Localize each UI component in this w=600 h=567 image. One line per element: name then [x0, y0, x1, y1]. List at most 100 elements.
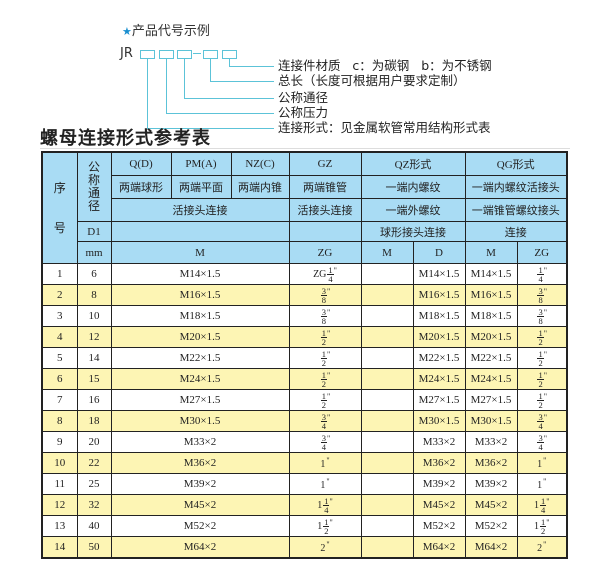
header-desc: 两端锥管	[288, 175, 362, 199]
product-code-example-title: ★产品代号示例	[122, 20, 210, 39]
cell-m: M36×2	[110, 452, 290, 474]
cell-m: M64×2	[110, 536, 290, 559]
example-title-text: 产品代号示例	[131, 24, 210, 39]
leader-line	[184, 59, 185, 98]
fraction-whole: 1	[317, 499, 323, 511]
fraction-whole: 1	[533, 499, 539, 511]
cell-qg-m: M64×2	[464, 536, 518, 559]
header-empty	[110, 221, 290, 242]
cell-qg-m: M36×2	[464, 452, 518, 474]
cell-qg-m: M16×1.5	[464, 284, 518, 306]
leader-line	[184, 98, 274, 99]
fraction-whole: ZG	[313, 268, 327, 280]
cell-m: M52×2	[110, 515, 290, 537]
cell-d1: 50	[76, 536, 112, 559]
cell-seq: 3	[41, 305, 78, 327]
label-diameter: 公称通径	[278, 90, 329, 105]
cell-m: M18×1.5	[110, 305, 290, 327]
cell-d1: 8	[76, 284, 112, 306]
cell-m: M24×1.5	[110, 368, 290, 390]
header-sub: M	[464, 241, 518, 264]
cell-qg-m: M22×1.5	[464, 347, 518, 369]
cell-qg-zg: 1 1 2 "	[516, 515, 568, 537]
cell-zg: 3 4 "	[288, 410, 362, 432]
header-nominal-diameter: 公称通径	[76, 151, 112, 222]
cell-qz-m	[360, 473, 414, 495]
cell-seq: 5	[41, 347, 78, 369]
table-row: 8 18 M30×1.5 3 4 " M30×1.5 M30×1.5 3 4 "	[41, 410, 568, 432]
table-row: 3 10 M18×1.5 3 8 " M18×1.5 M18×1.5 3 8 "	[41, 305, 568, 327]
cell-zg: 1 2 "	[288, 368, 362, 390]
header-type: QG形式	[464, 151, 568, 176]
cell-zg: 2"	[288, 536, 362, 559]
cell-seq: 1	[41, 263, 78, 285]
cell-d1: 20	[76, 431, 112, 453]
label-connection: 连接形式：见金属软管常用结构形式表	[278, 120, 491, 135]
cell-qz-m	[360, 431, 414, 453]
header-desc: 一端内螺纹活接头	[464, 175, 568, 199]
header-desc: 一端外螺纹	[360, 198, 466, 222]
cell-d1: 18	[76, 410, 112, 432]
cell-qg-zg: 1 2 "	[516, 347, 568, 369]
fraction-whole: 1	[317, 520, 323, 532]
cell-qz-m	[360, 368, 414, 390]
table-row: 6 15 M24×1.5 1 2 " M24×1.5 M24×1.5 1 2 "	[41, 368, 568, 390]
code-box-diameter	[177, 50, 192, 59]
table-row: 10 22 M36×2 1" M36×2 M36×2 1"	[41, 452, 568, 474]
label-length: 总长（长度可根据用户要求定制）	[278, 73, 466, 88]
cell-zg: 3 4 "	[288, 431, 362, 453]
nut-connection-table: 序号 公称通径 Q(D) PM(A) NZ(C) GZ QZ形式 QG形式 两端…	[41, 151, 568, 559]
cell-m: M30×1.5	[110, 410, 290, 432]
cell-seq: 11	[41, 473, 78, 495]
cell-seq: 7	[41, 389, 78, 411]
cell-qz-m	[360, 494, 414, 516]
cell-qg-zg: 1 2 "	[516, 326, 568, 348]
header-type: PM(A)	[170, 151, 232, 176]
cell-qz-d: M20×1.5	[412, 326, 466, 348]
leader-line	[147, 59, 148, 128]
cell-zg: 3 8 "	[288, 305, 362, 327]
cell-zg: 1 2 "	[288, 389, 362, 411]
cell-qg-zg: 1 2 "	[516, 368, 568, 390]
cell-zg: 1 2 "	[288, 326, 362, 348]
leader-line	[229, 59, 230, 66]
cell-qg-m: M39×2	[464, 473, 518, 495]
header-sub: M	[110, 241, 290, 264]
cell-qg-m: M20×1.5	[464, 326, 518, 348]
cell-qz-m	[360, 515, 414, 537]
cell-d1: 6	[76, 263, 112, 285]
cell-qg-m: M18×1.5	[464, 305, 518, 327]
cell-qz-m	[360, 389, 414, 411]
fraction-whole: 1	[537, 459, 543, 470]
header-unit: mm	[76, 241, 112, 264]
cell-d1: 25	[76, 473, 112, 495]
header-desc: 一端内螺纹	[360, 175, 466, 199]
cell-qg-m: M45×2	[464, 494, 518, 516]
cell-qg-m: M14×1.5	[464, 263, 518, 285]
fraction-whole: 1	[320, 459, 326, 470]
header-type: Q(D)	[110, 151, 172, 176]
cell-qz-d: M45×2	[412, 494, 466, 516]
cell-qg-m: M24×1.5	[464, 368, 518, 390]
code-box-connection	[140, 50, 155, 59]
star-icon: ★	[122, 25, 132, 38]
cell-m: M45×2	[110, 494, 290, 516]
header-desc: 两端球形	[110, 175, 172, 199]
cell-zg: 3 8 "	[288, 284, 362, 306]
cell-qg-m: M52×2	[464, 515, 518, 537]
cell-qz-d: M27×1.5	[412, 389, 466, 411]
header-desc: 两端内锥	[230, 175, 290, 199]
fraction-whole: 2	[320, 543, 326, 554]
